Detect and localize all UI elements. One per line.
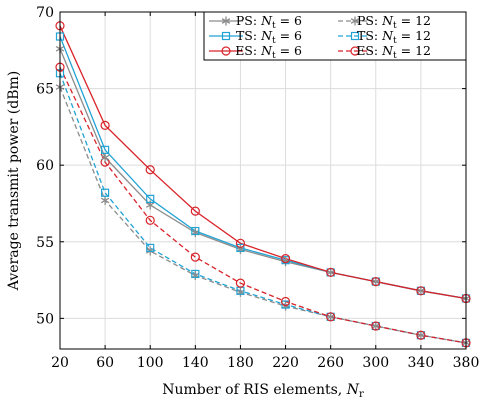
y-tick-label: 65: [36, 82, 54, 98]
data-point: [280, 296, 291, 307]
legend-marker-1: [221, 31, 231, 41]
legend-label-legend_prefix: PS:: [357, 13, 382, 28]
legend-label-symbol: N: [381, 43, 394, 58]
x-tick-labels: 20 60 100 140 180 220 260 300 340 380: [51, 355, 479, 371]
data-point: [371, 321, 381, 331]
legend-label-3: PS: Nt = 12: [357, 13, 431, 31]
data-point: [416, 330, 426, 340]
data-point: [191, 226, 200, 236]
legend-label-1: TS: Nt = 6: [236, 28, 302, 46]
axis-ticks: [59, 11, 467, 349]
x-tick-label: 380: [453, 355, 480, 371]
legend-label-subscript: t: [393, 36, 397, 46]
data-point: [190, 206, 200, 216]
legend-label-subscript: t: [272, 51, 276, 61]
x-axis-label: Number of RIS elements, Nr: [162, 382, 364, 400]
x-axis-label-symbol: N: [346, 382, 360, 398]
legend-label-equals: = 6: [276, 43, 302, 58]
legend: PS: Nt = 6TS: Nt = 6ES: Nt = 6PS: Nt = 1…: [203, 11, 467, 61]
data-point: [235, 278, 246, 288]
x-axis-label-subscript: r: [359, 389, 364, 400]
legend-label-symbol: N: [381, 13, 394, 28]
y-tick-label: 50: [36, 311, 54, 327]
x-axis-label-text: Number of RIS elements,: [162, 382, 346, 398]
legend-label-4: TS: Nt = 12: [357, 28, 431, 46]
data-point: [146, 194, 155, 203]
data-point: [326, 312, 336, 322]
legend-label-subscript: t: [393, 51, 397, 61]
data-point: [100, 153, 110, 163]
legend-label-symbol: N: [260, 43, 273, 58]
data-point: [191, 270, 200, 280]
series-line-2: [59, 25, 467, 300]
legend-marker-2: [221, 46, 231, 56]
series-line-5: [59, 66, 467, 344]
legend-label-subscript: t: [393, 21, 397, 31]
series-lines: [59, 25, 467, 344]
y-axis-label: Average transmit power (dBm): [6, 71, 22, 291]
x-tick-label: 20: [51, 355, 69, 371]
legend-label-equals: = 12: [397, 43, 431, 58]
y-tick-label: 70: [36, 5, 54, 21]
x-tick-label: 140: [182, 355, 209, 371]
plot-frame: [59, 11, 467, 350]
data-point: [371, 277, 381, 287]
data-point: [146, 243, 155, 252]
series-line-4: [59, 73, 467, 344]
y-tick-label: 55: [36, 235, 54, 251]
legend-label-equals: = 12: [397, 28, 431, 43]
legend-label-equals: = 12: [397, 13, 431, 28]
data-point: [235, 238, 246, 248]
legend-label-legend_prefix: PS:: [236, 13, 261, 28]
legend-label-equals: = 6: [276, 28, 302, 43]
data-point: [280, 254, 291, 264]
data-point: [100, 120, 110, 130]
legend-marker-4: [350, 31, 360, 41]
legend-marker-0: [221, 16, 231, 26]
legend-label-legend_prefix: ES:: [356, 43, 382, 58]
legend-label-legend_prefix: ES:: [235, 43, 261, 58]
data-point: [236, 243, 245, 252]
legend-label-symbol: N: [260, 13, 273, 28]
legend-label-subscript: t: [272, 36, 276, 46]
legend-label-legend_prefix: TS:: [236, 28, 261, 43]
data-point: [416, 286, 426, 296]
x-tick-label: 180: [227, 355, 254, 371]
series-line-1: [59, 36, 467, 300]
legend-label-subscript: t: [272, 21, 276, 31]
y-tick-labels: 50 55 60 65 70: [36, 5, 54, 327]
y-tick-label: 60: [36, 158, 54, 174]
data-point: [145, 215, 155, 225]
legend-marker-3: [350, 16, 360, 26]
data-point: [190, 252, 200, 262]
x-tick-label: 100: [137, 355, 164, 371]
legend-label-2: ES: Nt = 6: [235, 43, 302, 61]
x-tick-label: 300: [362, 355, 389, 371]
x-tick-label: 220: [272, 355, 299, 371]
data-point: [100, 195, 110, 205]
data-point: [191, 269, 200, 279]
series-line-3: [59, 86, 467, 344]
x-tick-label: 60: [96, 355, 114, 371]
data-point: [101, 145, 110, 154]
data-point: [101, 188, 110, 197]
legend-label-5: ES: Nt = 12: [356, 43, 431, 61]
legend-marker-5: [350, 46, 360, 56]
legend-label-0: PS: Nt = 6: [236, 13, 302, 31]
x-tick-label: 340: [408, 355, 435, 371]
data-point: [145, 165, 155, 175]
legend-box: [203, 11, 467, 61]
data-point: [326, 267, 336, 278]
data-point: [281, 300, 290, 309]
series-line-0: [59, 48, 467, 300]
legend-label-symbol: N: [381, 28, 394, 43]
legend-label-equals: = 6: [276, 13, 302, 28]
legend-label-symbol: N: [260, 28, 273, 43]
legend-label-legend_prefix: TS:: [357, 28, 382, 43]
x-tick-label: 260: [317, 355, 344, 371]
grid: [59, 11, 467, 349]
